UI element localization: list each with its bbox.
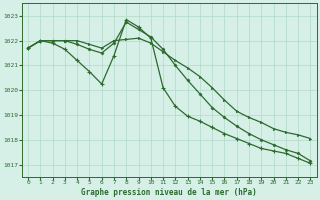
X-axis label: Graphe pression niveau de la mer (hPa): Graphe pression niveau de la mer (hPa) — [81, 188, 257, 197]
